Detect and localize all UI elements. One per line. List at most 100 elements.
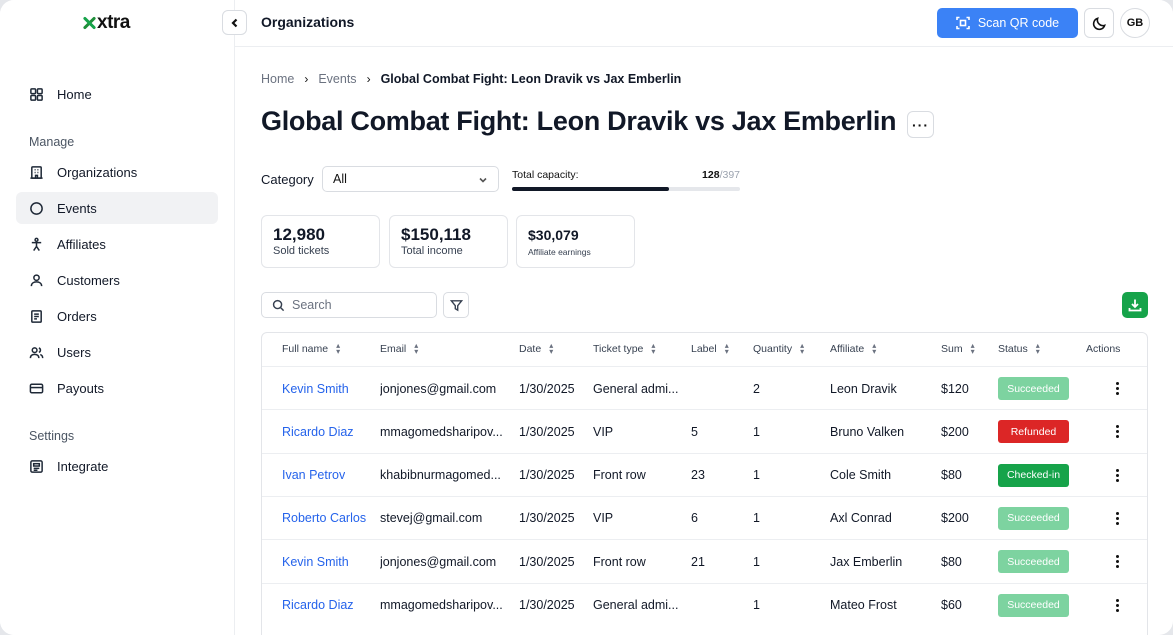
cell-name[interactable]: Roberto Carlos xyxy=(282,511,367,526)
sort-icon: ▴ ▾ xyxy=(414,341,419,356)
row-actions-button[interactable] xyxy=(1110,367,1124,410)
sidebar-item-users[interactable]: Users xyxy=(16,336,218,368)
cell-name[interactable]: Ivan Petrov xyxy=(282,468,346,483)
download-button[interactable] xyxy=(1122,292,1148,318)
row-actions-button[interactable] xyxy=(1110,540,1124,583)
sidebar-item-affiliates[interactable]: Affiliates xyxy=(16,228,218,260)
sort-icon: ▴ ▾ xyxy=(651,341,656,356)
sort-icon: ▴ ▾ xyxy=(549,341,554,356)
sidebar-item-integrate[interactable]: Integrate xyxy=(16,450,218,482)
cell-label: 5 xyxy=(691,424,698,439)
kebab-icon xyxy=(1110,595,1124,615)
cell-affiliate: Leon Dravik xyxy=(830,381,897,396)
row-actions-button[interactable] xyxy=(1110,410,1124,453)
sidebar-item-label: Integrate xyxy=(57,458,109,474)
section-label-settings: Settings xyxy=(29,429,75,443)
row-actions-button[interactable] xyxy=(1110,454,1124,497)
sidebar-item-home[interactable]: Home xyxy=(16,78,218,110)
cell-qty: 2 xyxy=(753,381,760,396)
status-badge: Succeeded xyxy=(998,593,1069,617)
scan-qr-button[interactable]: Scan QR code xyxy=(937,8,1078,38)
table-row[interactable]: Kevin Smith jonjones@gmail.com 1/30/2025 Fr… xyxy=(262,539,1147,583)
sidebar-item-label: Customers xyxy=(57,272,120,288)
status-cell: Succeeded xyxy=(998,367,1069,410)
capacity-value: 128/397 xyxy=(640,169,740,181)
stat-label: Affiliate earnings xyxy=(528,247,591,257)
more-options-button[interactable]: ··· xyxy=(907,111,934,138)
status-badge: Succeeded xyxy=(998,506,1069,530)
theme-toggle-button[interactable] xyxy=(1084,8,1114,38)
search-placeholder: Search xyxy=(292,298,332,312)
cell-sum: $80 xyxy=(941,468,962,483)
breadcrumb-home[interactable]: Home xyxy=(261,72,295,86)
column-header-date[interactable]: Date ▴ ▾ xyxy=(519,341,554,356)
sort-icon: ▴ ▾ xyxy=(800,341,805,356)
cell-type: Front row xyxy=(593,468,646,483)
sidebar-item-events[interactable]: Events xyxy=(16,192,218,224)
kebab-icon xyxy=(1110,422,1124,442)
column-header-sum[interactable]: Sum ▴ ▾ xyxy=(941,341,975,356)
column-header-label: Actions xyxy=(1086,343,1121,355)
column-header-affiliate[interactable]: Affiliate ▴ ▾ xyxy=(830,342,876,356)
cell-date: 1/30/2025 xyxy=(519,598,575,612)
filter-button[interactable] xyxy=(443,292,469,318)
column-header-email[interactable]: Email ▴ ▾ xyxy=(380,341,419,356)
cell-name[interactable]: Kevin Smith xyxy=(282,381,349,396)
kebab-icon xyxy=(1110,465,1124,485)
row-actions-button[interactable] xyxy=(1110,584,1124,627)
logo-text: xtra xyxy=(97,12,130,33)
sort-icon: ▴ ▾ xyxy=(970,341,975,356)
sort-icon: ▴ ▾ xyxy=(724,341,729,356)
back-button[interactable] xyxy=(222,10,247,35)
sidebar-item-label: Affiliates xyxy=(57,236,106,252)
capacity-total: /397 xyxy=(719,169,740,181)
sidebar-item-orders[interactable]: Orders xyxy=(16,300,218,332)
sidebar-item-customers[interactable]: Customers xyxy=(16,264,218,296)
cell-email: mmagomedsharipov... xyxy=(380,424,503,439)
search-icon xyxy=(272,299,285,311)
status-cell: Refunded xyxy=(998,410,1069,453)
users-icon xyxy=(28,344,44,360)
cell-name[interactable]: Ricardo Diaz xyxy=(282,598,354,612)
table-row[interactable]: Ricardo Diaz mmagomedsharipov... 1/30/2025… xyxy=(262,582,1147,627)
column-header-qty[interactable]: Quantity ▴ ▾ xyxy=(753,341,805,356)
stat-label: Sold tickets xyxy=(273,245,330,257)
cell-affiliate: Cole Smith xyxy=(830,468,892,483)
cell-date: 1/30/2025 xyxy=(519,381,575,396)
cell-label: 23 xyxy=(691,468,705,483)
column-header-label: Affiliate xyxy=(830,343,865,355)
table-row[interactable]: Roberto Carlos stevej@gmail.com 1/30/2025 V… xyxy=(262,495,1147,540)
filter-icon xyxy=(449,299,463,311)
sidebar-item-label: Home xyxy=(57,86,92,102)
table-row[interactable]: Ricardo Diaz mmagomedsharipov... 1/30/2025… xyxy=(262,409,1147,453)
logo[interactable]: xtra xyxy=(82,12,130,34)
sort-icon: ▴ ▾ xyxy=(1035,341,1040,356)
breadcrumb-events[interactable]: Events xyxy=(318,72,357,86)
table-row[interactable]: Kevin Smith jonjones@gmail.com 1/30/2025 Ge… xyxy=(262,366,1147,410)
avatar[interactable]: GB xyxy=(1120,8,1150,38)
row-actions-button[interactable] xyxy=(1110,497,1124,540)
cell-affiliate: Jax Emberlin xyxy=(830,554,903,569)
capacity-bar xyxy=(512,187,740,191)
sidebar-item-label: Organizations xyxy=(57,164,138,180)
column-header-type[interactable]: Ticket type ▴ ▾ xyxy=(593,341,656,356)
breadcrumb: Home › Events › Global Combat Fight: Leo… xyxy=(261,72,681,86)
cell-date: 1/30/2025 xyxy=(519,554,575,569)
card-icon xyxy=(28,380,44,396)
table-row[interactable]: Ivan Petrov khabibnurmagomed... 1/30/2025 F… xyxy=(262,452,1147,497)
search-input[interactable]: Search xyxy=(261,292,437,318)
sidebar-item-label: Orders xyxy=(57,308,97,324)
cell-name[interactable]: Kevin Smith xyxy=(282,554,349,569)
cell-name[interactable]: Ricardo Diaz xyxy=(282,424,354,439)
column-header-status[interactable]: Status ▴ ▾ xyxy=(998,341,1040,356)
column-header-name[interactable]: Full name ▴ ▾ xyxy=(282,342,340,356)
chevron-right-icon: › xyxy=(304,72,309,86)
kebab-icon xyxy=(1110,379,1124,399)
category-select[interactable]: All xyxy=(322,166,499,192)
sidebar-item-payouts[interactable]: Payouts xyxy=(16,372,218,404)
sidebar-item-organizations[interactable]: Organizations xyxy=(16,156,218,188)
kebab-icon xyxy=(1110,552,1124,572)
cell-date: 1/30/2025 xyxy=(519,468,575,483)
column-header-label[interactable]: Label ▴ ▾ xyxy=(691,341,729,356)
